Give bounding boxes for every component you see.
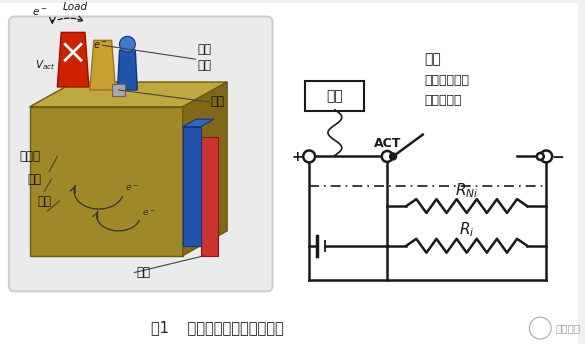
Polygon shape [118,50,137,90]
Text: 镍箔: 镍箔 [27,173,42,186]
Circle shape [541,150,552,162]
Text: −: − [552,150,565,165]
Text: 负载: 负载 [326,89,343,103]
Polygon shape [30,82,227,107]
Text: $R_{Ni}$: $R_{Ni}$ [455,181,479,200]
Text: $e^-$: $e^-$ [142,208,156,218]
Text: $e^-$: $e^-$ [125,183,139,193]
Text: 开：基本状态: 开：基本状态 [425,74,470,87]
Circle shape [119,36,135,52]
Text: 电动学堂: 电动学堂 [555,323,580,333]
Text: 加热
极耳: 加热 极耳 [198,43,212,72]
Text: $V_{act}$: $V_{act}$ [35,58,56,72]
Text: 负极: 负极 [37,195,51,207]
Polygon shape [201,137,218,256]
Text: 图1    自加热电池结构和原理图: 图1 自加热电池结构和原理图 [151,321,284,336]
Polygon shape [183,119,214,127]
FancyBboxPatch shape [305,81,364,111]
Text: Load: Load [62,2,87,12]
Text: 开关: 开关 [425,52,442,66]
FancyBboxPatch shape [9,17,273,291]
Text: 闭：自加热: 闭：自加热 [425,94,462,107]
Polygon shape [57,32,89,87]
Polygon shape [30,107,183,256]
Bar [291,3,578,315]
Polygon shape [183,82,227,256]
Text: ACT: ACT [373,137,401,150]
Circle shape [390,153,397,160]
Circle shape [303,150,315,162]
Bar [0,3,291,315]
Text: 开关: 开关 [211,95,225,108]
Polygon shape [112,84,125,96]
Text: $e^-$: $e^-$ [94,40,108,51]
Text: +: + [291,150,303,164]
Text: $e^-$: $e^-$ [32,7,47,18]
Circle shape [537,153,543,160]
Circle shape [382,151,393,162]
Text: $R_i$: $R_i$ [459,221,474,239]
Text: 电解质: 电解质 [20,150,41,163]
Text: 正极: 正极 [136,266,150,279]
Polygon shape [183,127,201,246]
Polygon shape [90,40,116,90]
